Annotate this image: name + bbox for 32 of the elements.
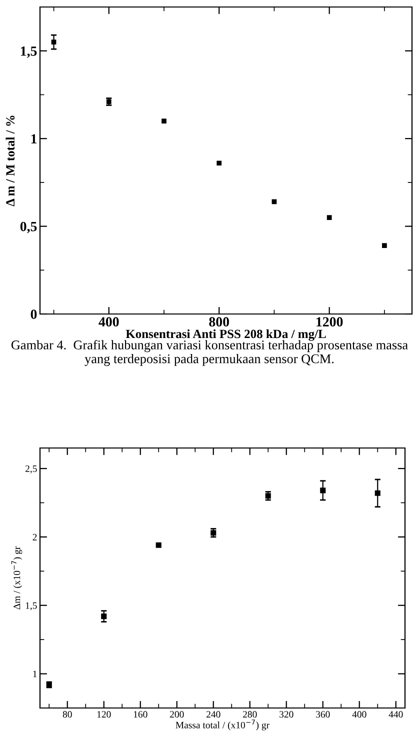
- x-tick-label: 120: [97, 711, 111, 718]
- x-axis-title: Massa total / (x10$^{−7}$) gr: [176, 720, 270, 730]
- x-tick-label: 80: [62, 711, 72, 718]
- y-tick-label: 0,5: [20, 222, 37, 234]
- y-tick-label: 1,5: [20, 46, 37, 58]
- x-tick-label: 800: [209, 317, 229, 327]
- point: [162, 118, 166, 124]
- text: Gambar 4. Grafik hubungan variasi konsentrasi terhadap prosentase massa yang terdeposisi pada permukaan sensor QCM.: [11, 340, 408, 366]
- y-axis-title: Δ m / M total / %: [6, 116, 15, 206]
- x-axis-title: Konsentrasi Anti PSS 208 kDa / mg/L: [126, 329, 326, 341]
- y-tick-label: 1: [33, 670, 37, 678]
- point: [216, 160, 222, 166]
- x-tick-label: 280: [243, 711, 257, 718]
- y-tick-label: 2,5: [25, 465, 37, 474]
- point: [326, 215, 332, 220]
- x-tick-label: 1200: [316, 317, 343, 327]
- x-tick-label: 400: [352, 711, 366, 718]
- point: [156, 542, 162, 548]
- y-tick-label: 0: [30, 310, 37, 319]
- x-tick-label: 160: [134, 711, 148, 718]
- y-tick-label: 1,5: [26, 602, 37, 610]
- x-tick-label: 320: [280, 711, 294, 718]
- point: [272, 199, 277, 204]
- y-tick-label: 1: [31, 134, 37, 144]
- x-tick-label: 440: [388, 711, 403, 718]
- x-tick-label: 400: [98, 317, 119, 327]
- x-tick-label: 200: [170, 711, 184, 718]
- point: [382, 243, 387, 248]
- y-tick-label: 2: [32, 534, 37, 540]
- x-tick-label: 360: [316, 711, 330, 718]
- y-axis-title: Δm / (x10$^{−7}$) gr: [11, 546, 22, 610]
- x-tick-label: 240: [206, 711, 220, 718]
